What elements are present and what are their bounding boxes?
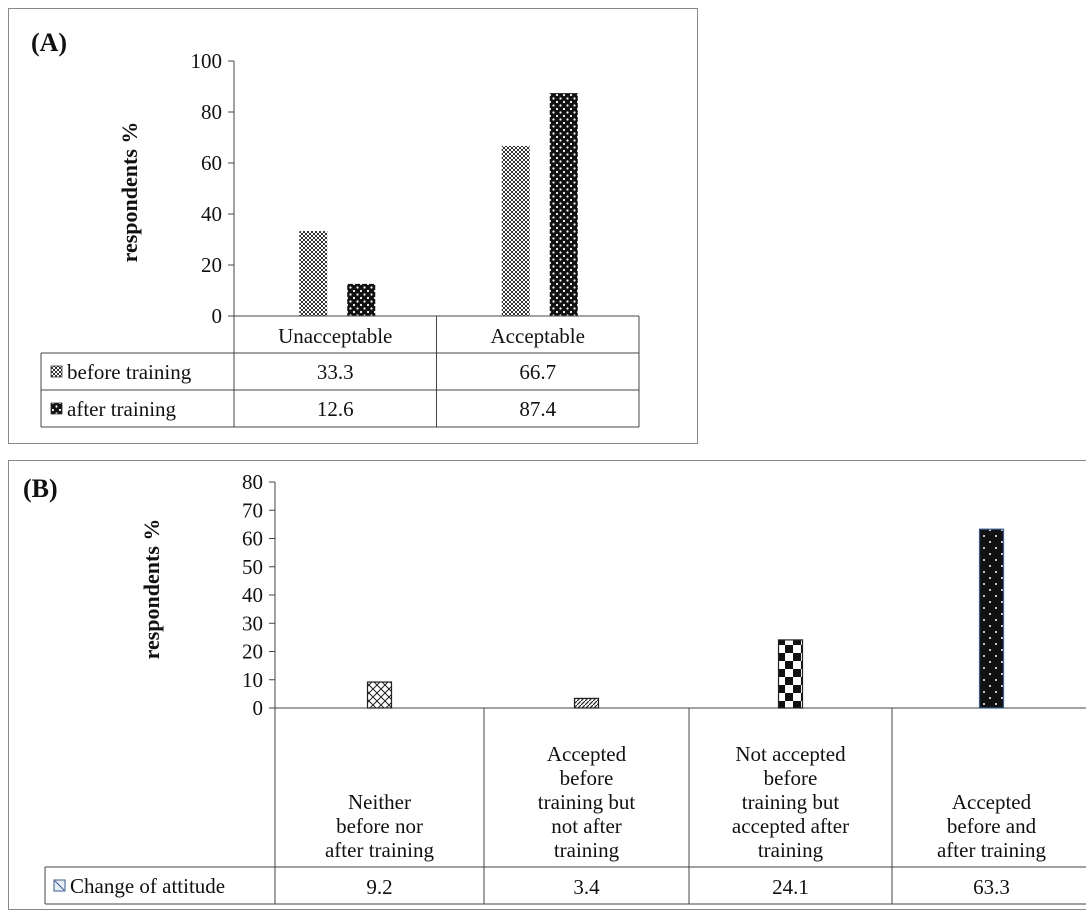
- x-category-label-b: training but: [742, 790, 840, 814]
- chart-a-svg: (A) respondents % 0 20 40 60 80 100 Unaccepta…: [31, 28, 640, 428]
- y-tick-label-b: 30: [242, 611, 263, 635]
- x-category-label-b: Neither: [348, 790, 411, 814]
- x-category-label-b: before nor: [336, 814, 423, 838]
- x-category-label-a: Unacceptable: [278, 324, 392, 348]
- y-tick-label-a: 40: [201, 202, 222, 226]
- bar-a: [549, 93, 578, 316]
- y-tick-label-b: 70: [242, 498, 263, 522]
- legend-label-a: after training: [67, 397, 177, 421]
- y-tick-label-b: 40: [242, 583, 263, 607]
- bar-b: [978, 528, 1005, 709]
- bar-b: [777, 639, 804, 709]
- y-tick-label-b: 50: [242, 555, 263, 579]
- legend-key-a: [50, 365, 63, 378]
- chart-panel-a: (A) respondents % 0 20 40 60 80 100 Unaccepta…: [8, 8, 698, 444]
- bar-a: [347, 283, 376, 316]
- y-tick-label-a: 20: [201, 253, 222, 277]
- x-category-label-b: after training: [325, 838, 435, 862]
- legend-label-a: before training: [67, 360, 192, 384]
- y-tick-label-b: 80: [242, 470, 263, 494]
- x-category-label-b: accepted after: [732, 814, 849, 838]
- y-tick-label-a: 0: [212, 304, 223, 328]
- bar-a: [501, 145, 530, 316]
- y-tick-label-a: 60: [201, 151, 222, 175]
- x-category-label-b: training but: [538, 790, 636, 814]
- chart-panel-b: (B) respondents % 0 10 20 30 40 50 60 70 80 Neit…: [8, 460, 1086, 910]
- bar-a: [299, 231, 328, 316]
- y-tick-label-b: 10: [242, 668, 263, 692]
- data-label-a: 87.4: [519, 397, 556, 421]
- x-category-label-b: training: [758, 838, 824, 862]
- data-label-a: 66.7: [519, 360, 556, 384]
- data-label-b: 24.1: [772, 875, 809, 899]
- chart-b-svg: (B) respondents % 0 10 20 30 40 50 60 70 80 Neit…: [23, 470, 1086, 905]
- bar-b: [366, 681, 393, 709]
- y-axis-label-b: respondents %: [139, 519, 164, 660]
- data-label-b: 9.2: [366, 875, 392, 899]
- x-category-label-b: Not accepted: [735, 742, 846, 766]
- y-tick-label-a: 100: [191, 49, 223, 73]
- x-category-label-b: before and: [947, 814, 1037, 838]
- x-category-label-b: before: [764, 766, 818, 790]
- x-category-label-a: Acceptable: [491, 324, 585, 348]
- x-category-label-b: before: [560, 766, 614, 790]
- legend-label-b: Change of attitude: [70, 874, 225, 898]
- data-label-a: 12.6: [317, 397, 354, 421]
- x-category-label-b: not after: [551, 814, 622, 838]
- data-label-b: 3.4: [573, 875, 600, 899]
- y-tick-label-a: 80: [201, 100, 222, 124]
- y-axis-label-a: respondents %: [117, 122, 142, 263]
- panel-label-b: (B): [23, 474, 58, 503]
- y-tick-label-b: 0: [253, 696, 264, 720]
- x-category-label-b: Accepted: [547, 742, 627, 766]
- x-category-label-b: after training: [937, 838, 1047, 862]
- x-category-label-b: Accepted: [952, 790, 1032, 814]
- y-tick-label-b: 20: [242, 640, 263, 664]
- panel-label-a: (A): [31, 28, 67, 57]
- legend-key-hatch-b: [54, 880, 65, 891]
- bar-b: [573, 697, 600, 709]
- y-tick-label-b: 60: [242, 527, 263, 551]
- data-label-b: 63.3: [973, 875, 1010, 899]
- x-category-label-b: training: [554, 838, 620, 862]
- data-label-a: 33.3: [317, 360, 354, 384]
- legend-key-a: [50, 402, 63, 415]
